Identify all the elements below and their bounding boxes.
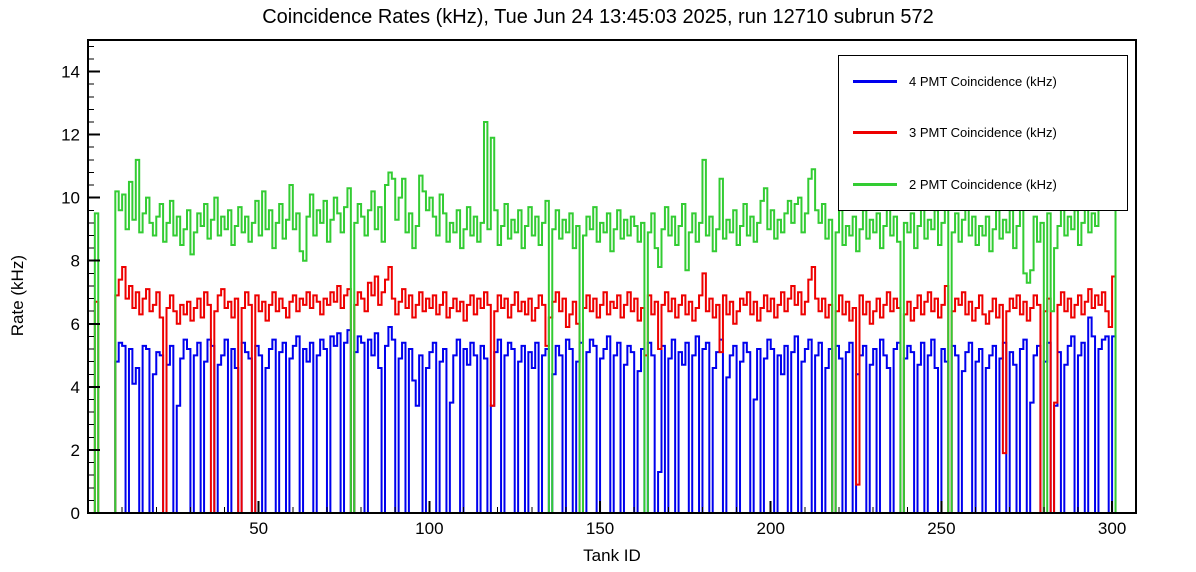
svg-text:200: 200 bbox=[757, 519, 785, 538]
svg-text:4: 4 bbox=[71, 378, 80, 397]
series-path-2 bbox=[91, 120, 1133, 514]
axis-tick-labels: 50 100 150 200 250 300 0 2 4 6 8 10 12 14 bbox=[61, 63, 1126, 538]
series-path-0 bbox=[91, 316, 1133, 514]
x-axis-title: Tank ID bbox=[583, 546, 641, 565]
legend-swatch-4pmt-line bbox=[853, 80, 897, 84]
legend-swatch-2pmt-line bbox=[853, 182, 897, 186]
svg-text:10: 10 bbox=[61, 189, 80, 208]
legend-label-4pmt: 4 PMT Coincidence (kHz) bbox=[909, 74, 1057, 90]
legend-entry-3pmt: 3 PMT Coincidence (kHz) bbox=[839, 125, 1127, 140]
svg-text:8: 8 bbox=[71, 252, 80, 271]
legend-box: 4 PMT Coincidence (kHz) 3 PMT Coincidenc… bbox=[838, 55, 1128, 211]
chart-title: Coincidence Rates (kHz), Tue Jun 24 13:4… bbox=[262, 6, 934, 28]
legend-entry-4pmt: 4 PMT Coincidence (kHz) bbox=[839, 74, 1127, 89]
legend-label-2pmt: 2 PMT Coincidence (kHz) bbox=[909, 176, 1057, 192]
series-group bbox=[91, 120, 1133, 514]
svg-text:0: 0 bbox=[71, 504, 80, 523]
svg-text:300: 300 bbox=[1098, 519, 1126, 538]
y-axis-title: Rate (kHz) bbox=[8, 255, 27, 337]
svg-text:100: 100 bbox=[415, 519, 443, 538]
legend-swatch-3pmt-line bbox=[853, 131, 897, 135]
axis-ticks bbox=[88, 45, 1114, 514]
svg-text:250: 250 bbox=[927, 519, 955, 538]
series-path-1 bbox=[91, 266, 1133, 514]
svg-text:14: 14 bbox=[61, 63, 80, 82]
svg-text:150: 150 bbox=[586, 519, 614, 538]
legend-entry-2pmt: 2 PMT Coincidence (kHz) bbox=[839, 177, 1127, 192]
plot-frame bbox=[87, 39, 1137, 514]
legend-label-3pmt: 3 PMT Coincidence (kHz) bbox=[909, 125, 1057, 141]
svg-text:12: 12 bbox=[61, 126, 80, 145]
svg-text:6: 6 bbox=[71, 315, 80, 334]
svg-text:2: 2 bbox=[71, 441, 80, 460]
svg-text:50: 50 bbox=[249, 519, 268, 538]
